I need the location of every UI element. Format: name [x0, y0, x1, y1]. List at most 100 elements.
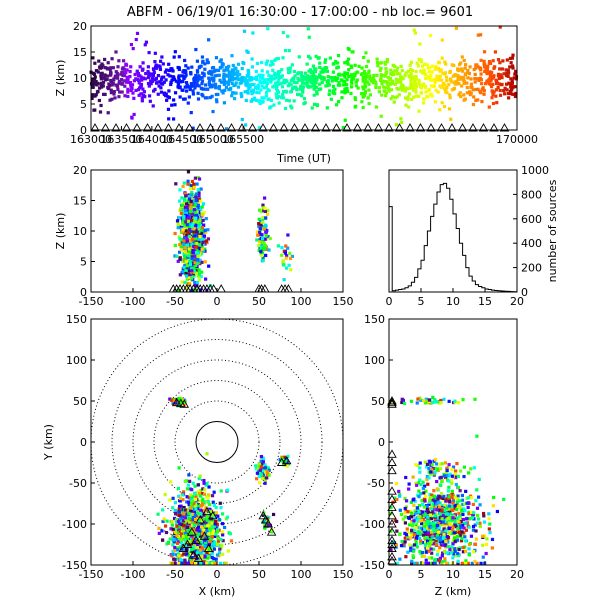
z-y-point: [414, 518, 418, 522]
z-y-point: [462, 474, 466, 479]
z-y-point: [432, 547, 436, 551]
x-z-point: [182, 242, 186, 246]
station-marker: [202, 506, 212, 516]
time-height-point: [353, 105, 357, 109]
time-height-point: [117, 81, 121, 85]
x-tick-label: 163000: [70, 133, 112, 146]
time-height-point: [129, 42, 134, 47]
y-tick-label: 0: [80, 124, 87, 137]
time-height-point: [275, 92, 279, 96]
time-height-point: [433, 80, 437, 84]
z-y-point: [462, 531, 466, 535]
time-height-point: [246, 68, 250, 73]
time-height-point: [123, 84, 127, 88]
plan-view-point: [204, 544, 208, 548]
time-height-point: [419, 86, 424, 90]
plan-view-point: [216, 514, 220, 518]
time-height-point: [302, 102, 306, 106]
z-y-point: [449, 551, 453, 555]
time-height-point: [166, 73, 170, 77]
z-y-point: [466, 505, 470, 510]
station-marker: [387, 449, 397, 458]
z-y-point: [459, 506, 463, 510]
time-height-point: [459, 94, 463, 99]
time-height-point: [265, 59, 270, 63]
plan-view-point: [181, 534, 185, 539]
x-z-point: [201, 213, 205, 217]
z-y-point: [472, 550, 476, 554]
x-z-point: [260, 236, 265, 241]
x-z-point: [267, 248, 271, 252]
x-z-point: [192, 274, 196, 278]
time-height-point: [306, 54, 311, 59]
y-tick-label: -50: [367, 477, 385, 490]
time-height-point: [269, 105, 273, 109]
plan-view-point: [180, 553, 184, 558]
plan-view-point: [202, 500, 206, 505]
z-y-point: [450, 481, 454, 485]
x-z-point: [195, 269, 199, 273]
z-y-point: [461, 502, 465, 507]
time-height-point: [124, 63, 128, 67]
z-y-point: [454, 475, 458, 480]
time-height-point: [485, 79, 489, 83]
plan-view-point: [220, 512, 225, 516]
z-y-point: [433, 398, 437, 402]
time-height-point: [374, 105, 379, 109]
range-ring: [153, 380, 281, 504]
time-height-point: [92, 72, 97, 77]
x-z-point: [189, 195, 193, 199]
time-height-point: [207, 81, 211, 85]
z-y-point: [427, 470, 431, 474]
z-y-point: [403, 540, 407, 544]
time-height-point: [428, 65, 432, 70]
z-y-point: [432, 538, 436, 543]
time-height-point: [157, 84, 161, 88]
time-height-point: [295, 81, 299, 85]
x-z-point: [195, 224, 199, 229]
z-y-point: [458, 546, 462, 550]
time-height-point: [507, 81, 511, 85]
time-height-point: [203, 62, 207, 66]
plan-view-point: [199, 534, 203, 538]
z-y-point: [433, 514, 437, 518]
time-height-point: [207, 76, 211, 80]
time-height-point: [126, 80, 130, 85]
z-y-point: [423, 521, 427, 525]
time-height-point: [315, 92, 319, 96]
z-y-point: [438, 556, 442, 560]
z-y-point: [430, 468, 434, 472]
time-height-point: [226, 74, 230, 78]
time-height-point: [394, 123, 398, 127]
time-height-point: [482, 59, 486, 64]
station-marker: [387, 502, 397, 512]
plan-view-point: [206, 496, 210, 500]
plan-view-point: [186, 515, 190, 520]
time-height-point: [346, 71, 350, 76]
time-height-point: [192, 81, 196, 85]
plan-view-point: [192, 523, 197, 528]
time-height-point: [184, 81, 189, 85]
plan-view-point: [185, 537, 190, 541]
time-height-point: [423, 85, 428, 89]
plan-view-point: [208, 537, 212, 541]
y-tick-label: 15: [73, 195, 87, 208]
x-z-point: [259, 222, 263, 226]
plan-view-point: [258, 470, 262, 474]
x-z-point: [188, 229, 193, 233]
plan-view-point: [201, 487, 205, 491]
station-marker: [387, 543, 397, 553]
plan-view-point: [213, 532, 218, 536]
station-marker: [426, 123, 436, 132]
x-z-point: [261, 216, 265, 220]
time-height-point: [354, 84, 359, 88]
time-height-point: [130, 83, 135, 87]
x-tick-label: 10: [446, 568, 460, 581]
time-height-point: [408, 63, 412, 67]
station-marker: [263, 519, 274, 528]
station-marker: [216, 284, 226, 293]
x-z-point: [260, 254, 264, 258]
time-height-point: [149, 82, 153, 86]
time-height-point: [154, 63, 158, 67]
